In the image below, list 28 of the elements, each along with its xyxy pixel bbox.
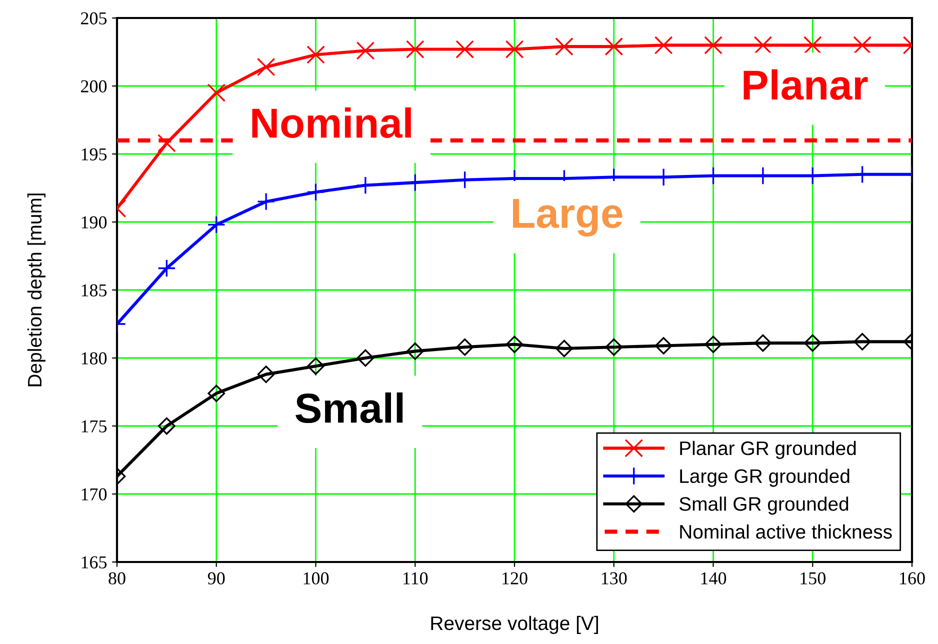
x-tick-label: 120 <box>502 572 528 584</box>
x-tick-label: 150 <box>800 572 826 584</box>
y-tick-label: 180 <box>82 352 107 364</box>
x-tick-label: 130 <box>602 572 627 584</box>
x-tick-label: 80 <box>108 572 126 584</box>
y-tick-label: 185 <box>82 284 107 296</box>
legend-label: Large GR grounded <box>680 468 850 487</box>
y-tick-label: 175 <box>82 420 107 432</box>
x-tick-label: 100 <box>304 572 329 584</box>
annotation: Planar <box>744 69 868 100</box>
y-tick-label: 190 <box>82 216 107 228</box>
x-tick-label: 110 <box>404 572 428 584</box>
y-axis-title: Depletion depth [mum] <box>27 194 46 386</box>
x-tick-label: 140 <box>701 572 726 584</box>
y-tick-label: 205 <box>80 12 107 24</box>
y-tick-label: 195 <box>82 148 107 160</box>
x-axis-title: Reverse voltage [V] <box>431 616 598 634</box>
x-tick-label: 90 <box>208 572 225 584</box>
legend-label: Planar GR grounded <box>680 440 856 460</box>
y-tick-label: 165 <box>82 556 107 568</box>
y-tick-label: 200 <box>80 80 107 92</box>
x-tick-label: 160 <box>900 572 925 584</box>
y-tick-label: 170 <box>82 488 107 500</box>
annotation: Small <box>296 392 403 424</box>
legend-label: Small GR grounded <box>679 496 848 515</box>
annotation: Large <box>513 199 622 237</box>
legend-label: Nominal active thickness <box>680 524 892 539</box>
annotation: Nominal <box>252 107 411 138</box>
